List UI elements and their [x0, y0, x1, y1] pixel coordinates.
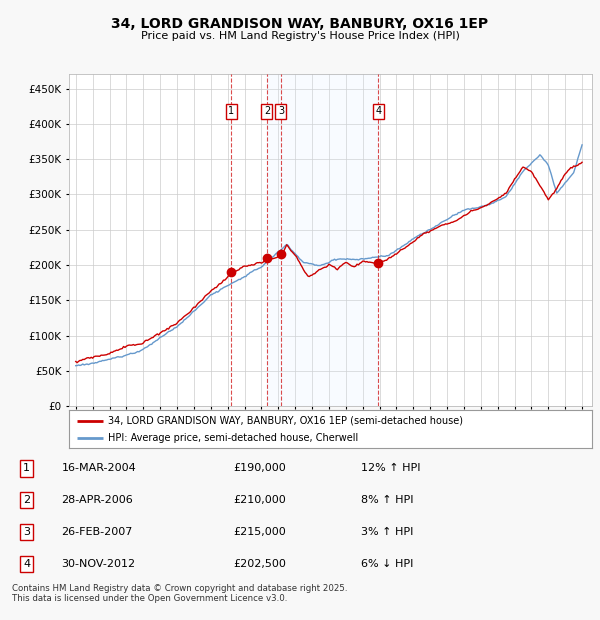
Text: 8% ↑ HPI: 8% ↑ HPI	[361, 495, 414, 505]
Text: 4: 4	[375, 106, 381, 116]
Text: 1: 1	[23, 464, 30, 474]
Text: 34, LORD GRANDISON WAY, BANBURY, OX16 1EP: 34, LORD GRANDISON WAY, BANBURY, OX16 1E…	[112, 17, 488, 32]
Text: 30-NOV-2012: 30-NOV-2012	[61, 559, 136, 569]
Text: 2: 2	[23, 495, 30, 505]
Text: Price paid vs. HM Land Registry's House Price Index (HPI): Price paid vs. HM Land Registry's House …	[140, 31, 460, 41]
Text: 6% ↓ HPI: 6% ↓ HPI	[361, 559, 413, 569]
Text: 2: 2	[264, 106, 270, 116]
Text: Contains HM Land Registry data © Crown copyright and database right 2025.
This d: Contains HM Land Registry data © Crown c…	[12, 584, 347, 603]
Text: 12% ↑ HPI: 12% ↑ HPI	[361, 464, 421, 474]
Text: £190,000: £190,000	[233, 464, 286, 474]
Text: 26-FEB-2007: 26-FEB-2007	[61, 527, 133, 537]
Text: 3% ↑ HPI: 3% ↑ HPI	[361, 527, 413, 537]
Text: 4: 4	[23, 559, 30, 569]
Bar	[267, 74, 378, 406]
Text: 3: 3	[278, 106, 284, 116]
Text: 1: 1	[228, 106, 234, 116]
Text: 16-MAR-2004: 16-MAR-2004	[61, 464, 136, 474]
Text: £215,000: £215,000	[233, 527, 286, 537]
Text: £210,000: £210,000	[233, 495, 286, 505]
Text: £202,500: £202,500	[233, 559, 286, 569]
Text: 3: 3	[23, 527, 30, 537]
Text: HPI: Average price, semi-detached house, Cherwell: HPI: Average price, semi-detached house,…	[108, 433, 358, 443]
Text: 34, LORD GRANDISON WAY, BANBURY, OX16 1EP (semi-detached house): 34, LORD GRANDISON WAY, BANBURY, OX16 1E…	[108, 416, 463, 426]
Text: 28-APR-2006: 28-APR-2006	[61, 495, 133, 505]
